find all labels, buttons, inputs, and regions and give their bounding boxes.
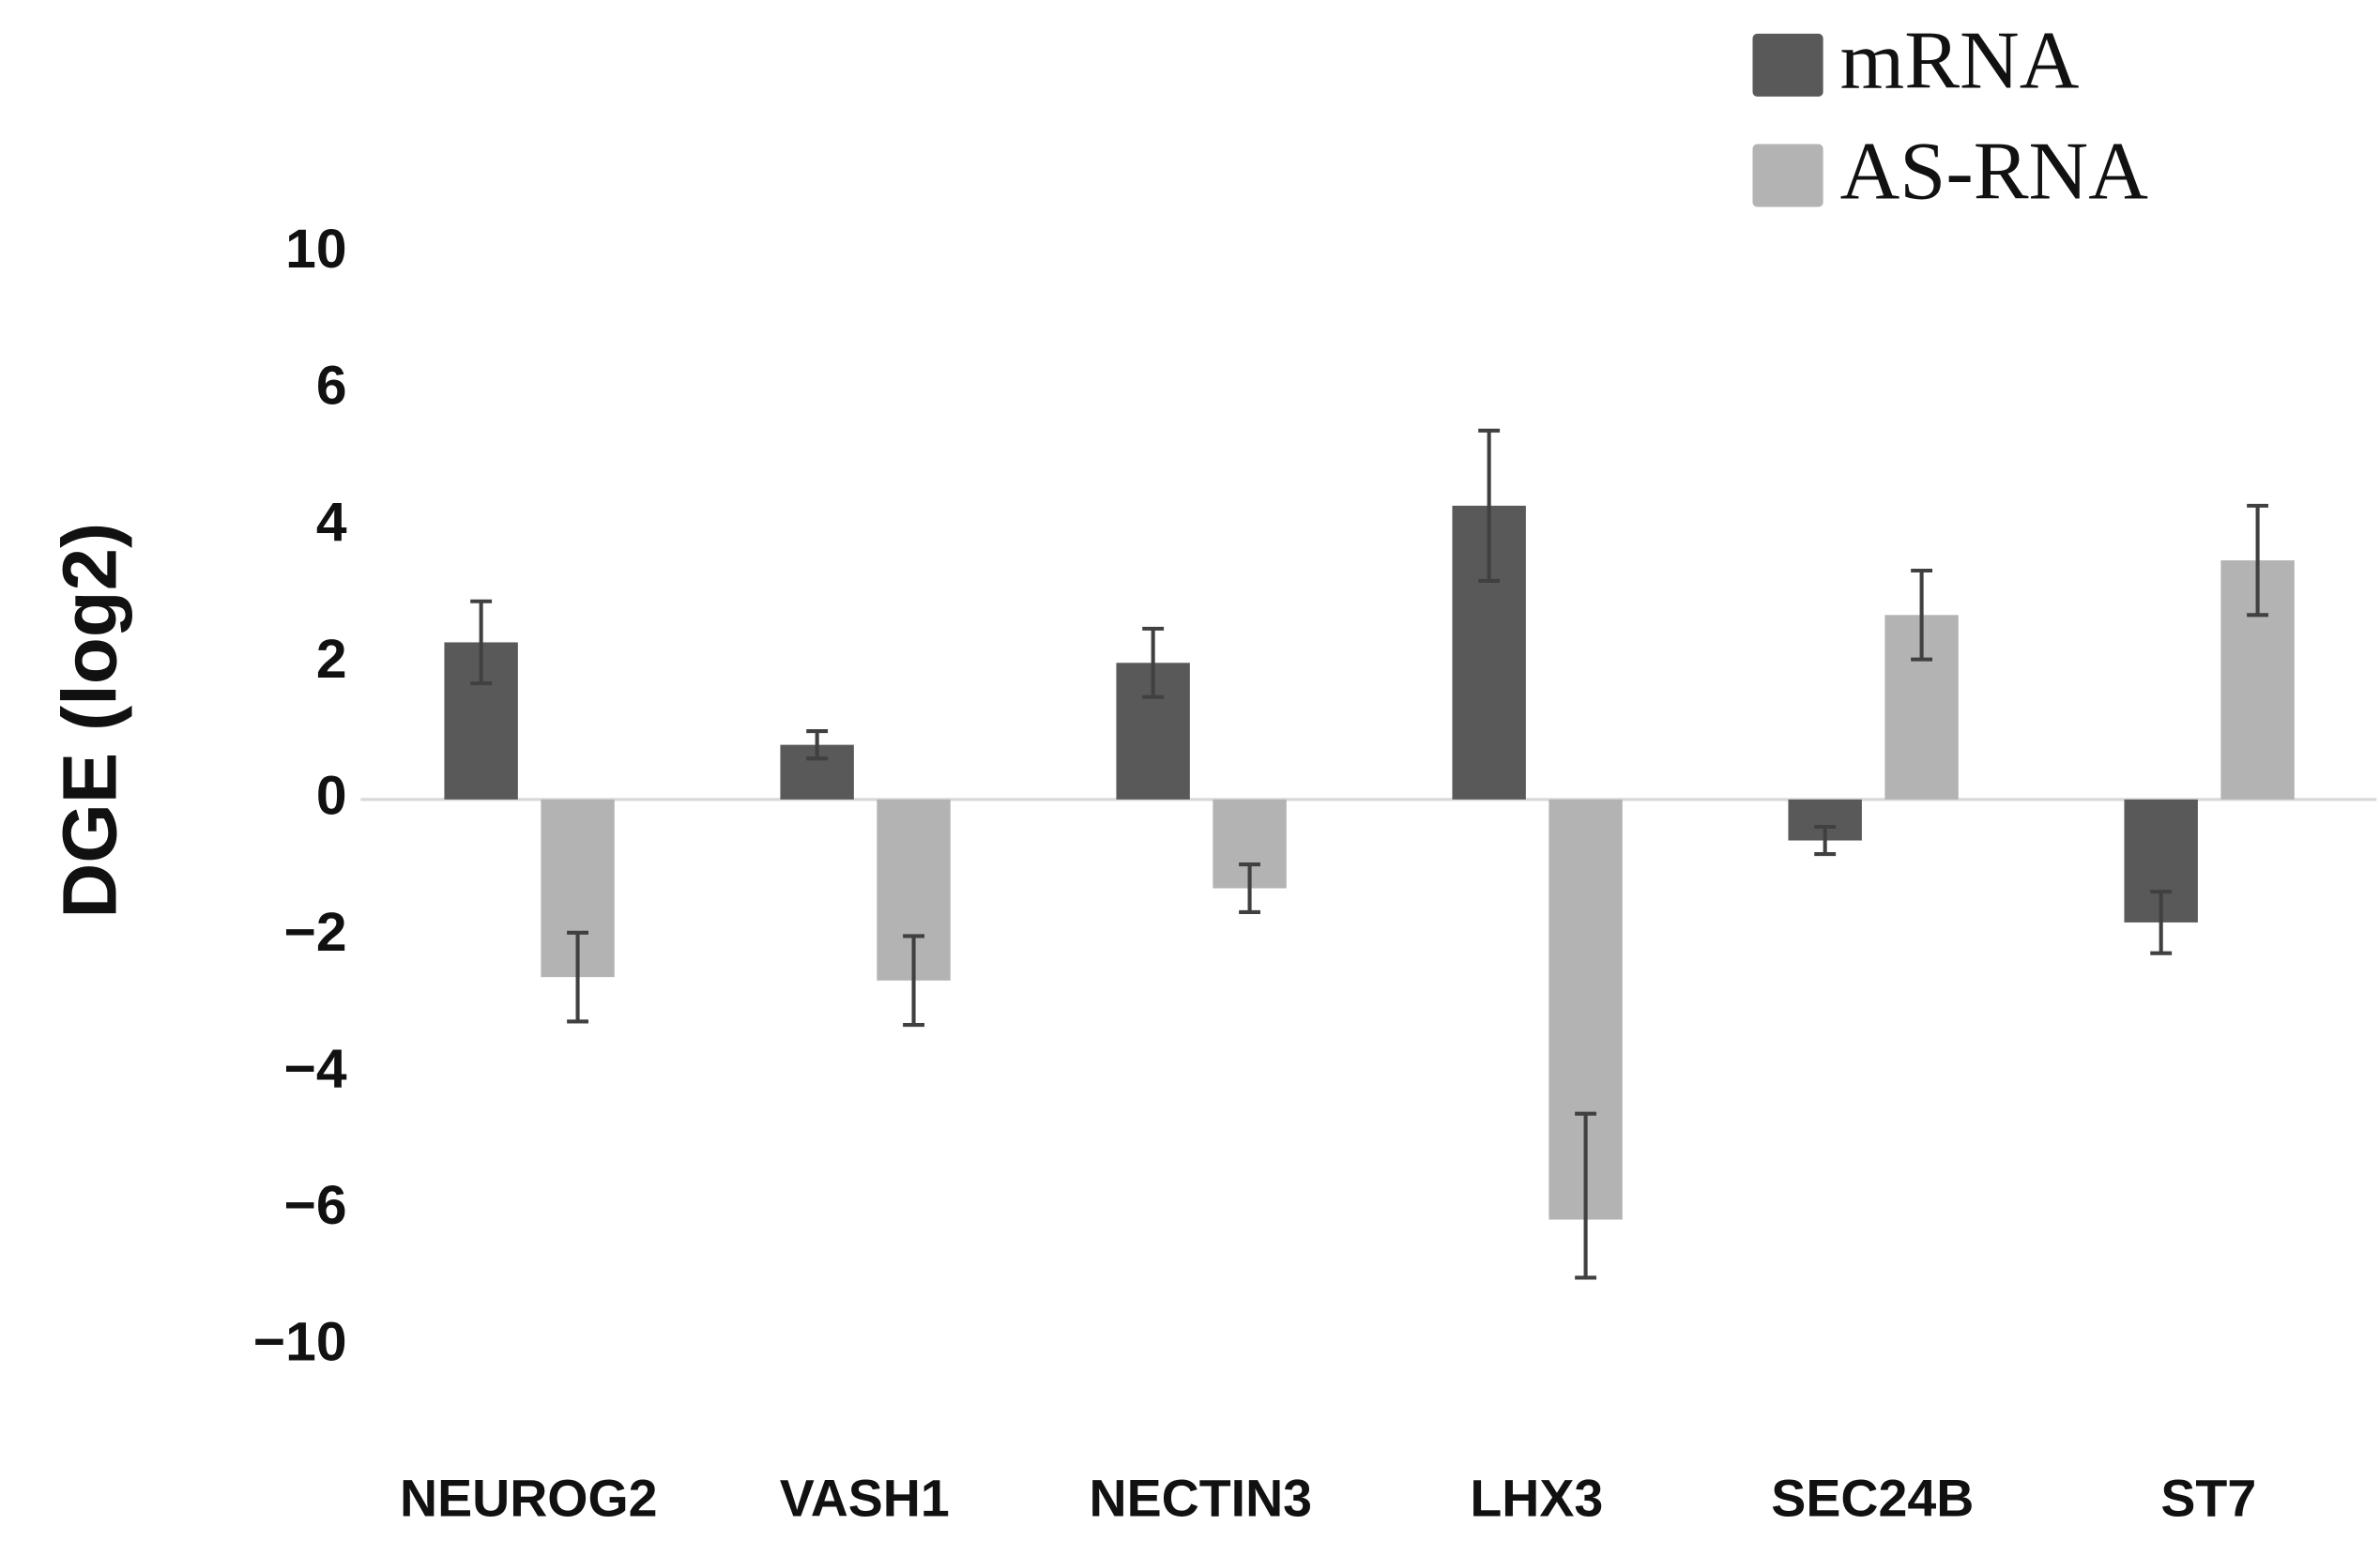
legend-label: AS-RNA [1840, 125, 2149, 217]
error-bar [1575, 1111, 1597, 1280]
error-bar [567, 930, 588, 1024]
x-tick-label: NECTIN3 [1090, 1469, 1313, 1527]
x-tick-label: NEUROG2 [400, 1469, 658, 1527]
error-bar [903, 934, 924, 1028]
x-tick-label: SEC24B [1771, 1469, 1974, 1527]
x-tick-label: LHX3 [1470, 1469, 1603, 1527]
y-tick-label: 2 [316, 629, 347, 690]
y-tick-label: 4 [316, 492, 347, 553]
y-tick-label: −2 [284, 902, 347, 963]
x-tick-label: VASH1 [780, 1469, 950, 1527]
error-bar [1142, 626, 1165, 699]
error-bar [1814, 824, 1837, 857]
y-tick-label: 10 [285, 219, 346, 280]
y-tick-label: 6 [316, 356, 347, 417]
y-tick-label: 0 [316, 765, 347, 826]
error-bar [806, 729, 829, 761]
error-bar [470, 599, 493, 686]
y-tick-label: −10 [253, 1312, 347, 1373]
y-tick-label: −6 [284, 1175, 347, 1236]
error-bar [1911, 568, 1933, 662]
error-bar [2150, 890, 2173, 955]
y-tick-label: −4 [284, 1039, 347, 1100]
legend-swatch [1752, 33, 1823, 97]
error-bar [1478, 428, 1501, 583]
error-bar [2247, 503, 2269, 618]
x-tick-label: ST7 [2160, 1469, 2256, 1527]
error-bar [1239, 862, 1261, 915]
y-axis-title: DGE (log2) [47, 523, 132, 919]
legend-label: mRNA [1840, 15, 2080, 107]
legend-swatch [1752, 144, 1823, 207]
